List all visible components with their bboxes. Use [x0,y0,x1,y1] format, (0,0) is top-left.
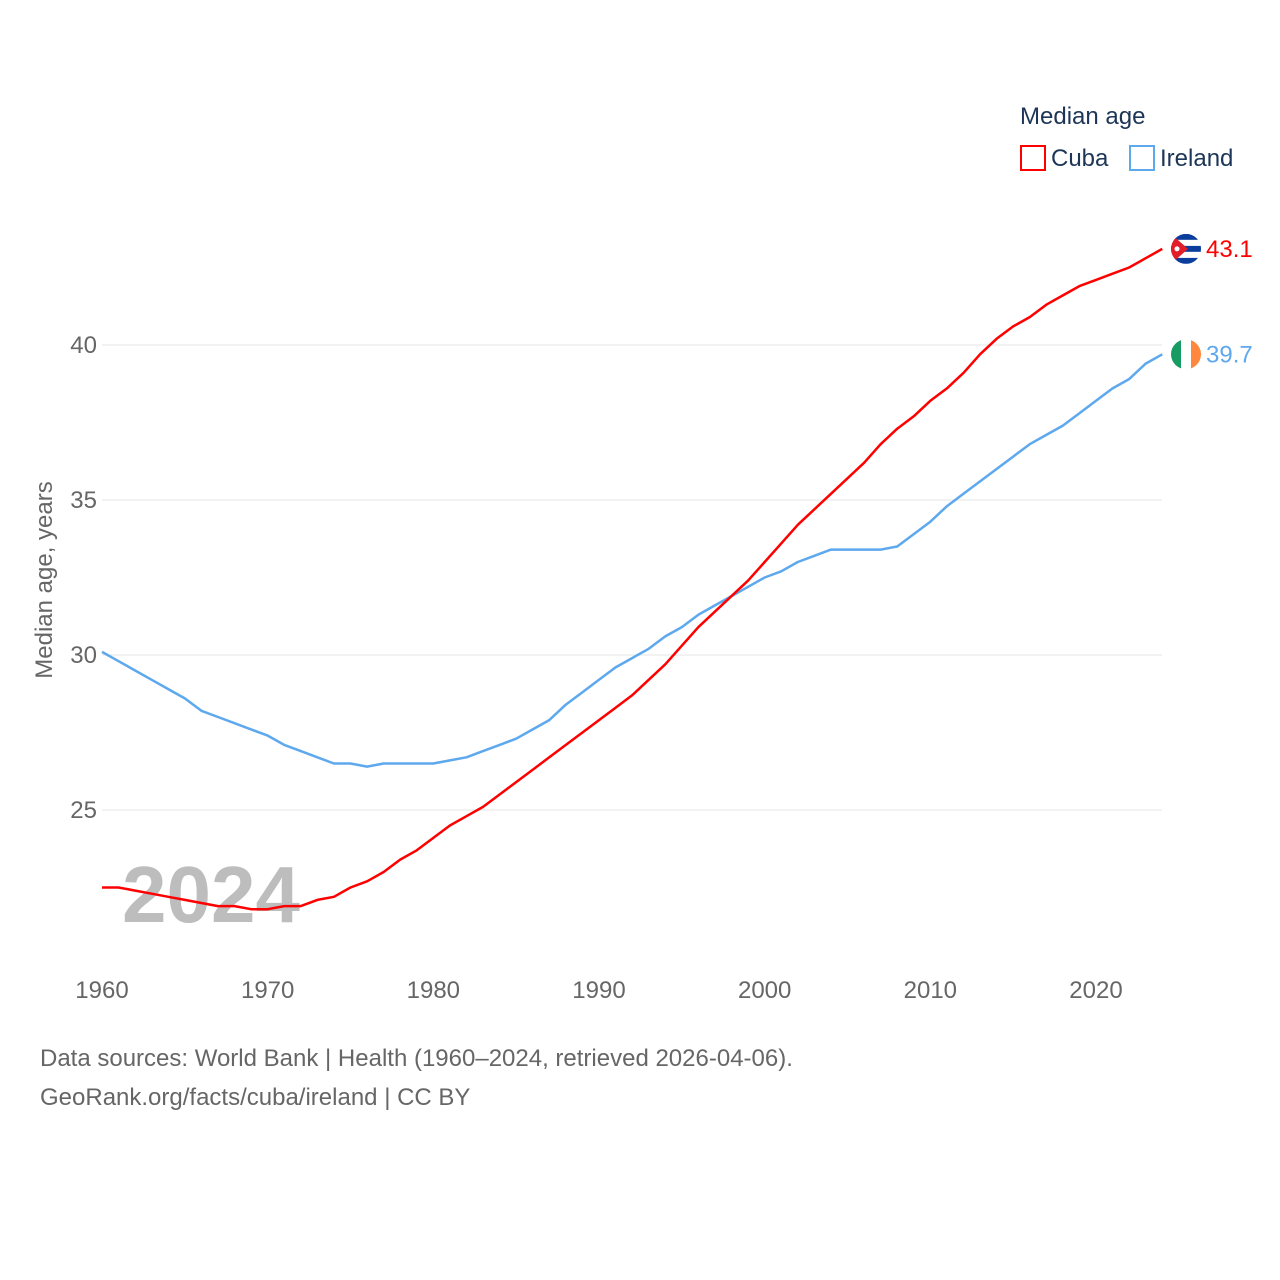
x-tick-label: 2020 [1069,977,1122,1004]
ireland-flag-icon [1171,339,1201,370]
x-tick-label: 2000 [738,977,791,1004]
y-axis-label: Median age, years [31,481,58,678]
x-tick-label: 1990 [572,977,625,1004]
data-source-text: Data sources: World Bank | Health (1960–… [40,1045,793,1072]
y-tick-label: 30 [70,642,97,669]
series-line-cuba [102,247,1163,911]
legend-swatch-cuba [1020,145,1046,171]
legend-title: Median age [1020,103,1145,130]
y-tick-label: 40 [70,332,97,359]
legend-label-ireland: Ireland [1160,145,1233,172]
series-line-ireland [101,353,1163,768]
y-tick-label: 25 [70,797,97,824]
legend-label-cuba: Cuba [1051,145,1109,172]
x-tick-label: 1970 [241,977,294,1004]
x-tick-label: 1980 [407,977,460,1004]
x-tick-label: 2010 [904,977,957,1004]
y-tick-label: 35 [70,487,97,514]
end-value-label-ireland: 39.7 [1206,341,1253,368]
cuba-flag-icon [1171,233,1201,264]
end-value-label-cuba: 43.1 [1206,236,1253,263]
x-tick-label: 1960 [75,977,128,1004]
year-watermark: 2024 [122,850,300,939]
attribution-link[interactable]: GeoRank.org/facts/cuba/ireland | CC BY [40,1084,471,1111]
legend-swatch-ireland [1129,145,1155,171]
